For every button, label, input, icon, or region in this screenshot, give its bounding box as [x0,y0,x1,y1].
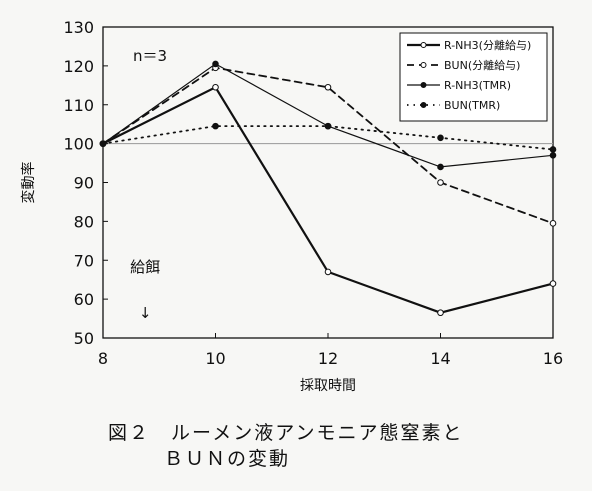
caption-line-2: ＢＵＮの変動 [164,448,291,470]
n-annotation: n＝3 [133,47,167,65]
legend-label: R-NH3(分離給与) [444,38,531,52]
x-tick-label: 14 [430,349,450,368]
data-point [324,268,332,276]
x-tick-label: 12 [318,349,338,368]
x-tick-label: 10 [205,349,225,368]
y-tick-label: 80 [74,212,94,231]
y-tick-label: 90 [74,174,94,193]
data-point [437,179,444,186]
data-point [549,280,557,287]
data-point [99,140,107,147]
legend-swatch-marker [420,102,427,108]
feeding-label: 給餌 [130,258,160,276]
data-point [549,220,557,227]
data-point [212,60,219,68]
y-tick-label: 100 [63,135,94,154]
y-tick-label: 60 [74,290,94,309]
legend-swatch-marker [420,82,427,88]
line-chart: 50 60 70 80 90 100 110 120 130 8 10 12 14 16 採取時間 変動率 R… [20,18,563,394]
series-layer [99,60,557,317]
series-4 [99,122,557,153]
legend-swatch-marker [420,62,427,68]
data-point [212,83,219,91]
y-tick-label: 130 [63,18,94,37]
data-point [549,146,557,153]
data-point [437,163,444,171]
caption-line-1: 図２ ルーメン液アンモニア態窒素と [108,422,464,444]
y-tick-label: 110 [63,96,94,115]
data-point [549,151,557,159]
series-line [102,66,554,225]
data-point [437,134,444,142]
y-tick-label: 50 [74,329,94,348]
figure-caption: 図２ ルーメン液アンモニア態窒素と ＢＵＮの変動 [108,420,463,472]
y-axis-title: 変動率 [20,162,37,204]
x-axis-title: 採取時間 [300,378,356,394]
legend-label: BUN(TMR) [444,99,500,112]
series-line [102,125,554,151]
data-point [437,309,444,317]
x-tick-label: 16 [543,349,563,368]
y-tick-label: 70 [74,251,94,270]
annotations: n＝3 給餌 ↓ [130,47,167,322]
data-point [212,122,219,130]
data-point [324,122,332,130]
legend: R-NH3(分離給与) BUN(分離給与) R-NH3(TMR) BUN(TMR) [399,32,548,122]
axes: 50 60 70 80 90 100 110 120 130 8 10 12 14 16 採取時間 変動率 [20,18,563,394]
legend-label: BUN(分離給与) [444,58,520,72]
x-tick-label: 8 [98,349,108,368]
legend-label: R-NH3(TMR) [444,79,511,92]
feeding-arrow: ↓ [139,304,152,322]
y-tick-label: 120 [63,57,94,76]
data-point [324,83,332,91]
legend-swatch-marker [420,42,427,48]
